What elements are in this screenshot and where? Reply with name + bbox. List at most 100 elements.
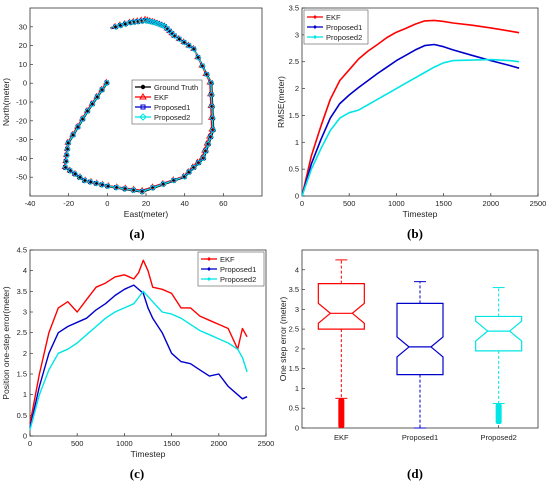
- marker-proposed2: [200, 154, 207, 162]
- legend-label: Proposed1: [220, 265, 256, 274]
- marker-proposed2: [126, 19, 134, 26]
- y-tick-label: 2.5: [289, 325, 299, 334]
- marker-proposed2: [65, 139, 72, 147]
- x-axis-label: Timestep: [403, 209, 438, 219]
- legend-label: Proposed1: [154, 103, 190, 112]
- y-tick-label: 0: [295, 424, 299, 433]
- x-tick-label: 1500: [163, 439, 180, 448]
- x-tick-label: 40: [180, 199, 188, 208]
- marker-proposed2: [161, 23, 169, 30]
- series-line-proposed2: [301, 58, 520, 197]
- marker-proposed2: [199, 62, 206, 70]
- x-tick-label: 0: [300, 199, 304, 208]
- marker-proposed2: [185, 42, 193, 49]
- legend-marker: [313, 35, 317, 39]
- marker-proposed2: [99, 181, 106, 188]
- panel-b: 0 500 1000 1500 2000 2500 0 0.5 1 1.5 2 2.5 3 3.5 Time…: [276, 4, 546, 220]
- panel-c: 0 500 1000 1500 2000 2500 0 0.5 1 1.5 2 2.5 3 3.5 4 4.5…: [1, 246, 274, 460]
- marker-proposed2: [185, 168, 193, 176]
- marker-proposed2: [89, 100, 96, 108]
- marker-proposed2: [208, 91, 215, 98]
- marker-proposed2: [130, 187, 137, 194]
- y-tick-label: 0: [295, 192, 299, 201]
- x-tick-label: 20: [142, 199, 150, 208]
- y-tick-label: -40: [16, 154, 27, 163]
- y-tick-label: 2: [23, 349, 27, 358]
- series-line-proposed2: [29, 290, 248, 430]
- marker-proposed2: [204, 140, 212, 148]
- legend-label: Proposed2: [154, 113, 190, 122]
- legend-marker: [139, 93, 147, 100]
- legend-label: Proposed2: [326, 33, 362, 42]
- caption-b: (b): [407, 226, 423, 241]
- marker-proposed2: [138, 188, 146, 195]
- legend-label: Proposed2: [220, 275, 256, 284]
- marker-proposed2: [152, 19, 159, 26]
- y-tick-label: 0.5: [289, 165, 299, 174]
- marker-proposed2: [149, 184, 156, 191]
- y-tick-label: -20: [16, 116, 27, 125]
- y-tick-label: 4.5: [17, 246, 27, 255]
- marker-proposed2: [202, 147, 209, 155]
- box-ekf: [317, 283, 365, 330]
- y-tick-label: 1: [23, 390, 27, 399]
- marker-proposed2: [149, 18, 157, 26]
- marker-proposed2: [94, 93, 101, 101]
- y-tick-label: 3: [23, 308, 27, 317]
- y-tick-label: 1.5: [289, 364, 299, 373]
- caption-d: (d): [407, 466, 423, 481]
- series-line-proposed1: [301, 43, 520, 197]
- y-tick-label: 10: [19, 60, 27, 69]
- x-tick-label: 1000: [388, 199, 405, 208]
- caption-c: (c): [130, 466, 144, 481]
- y-tick-label: 0: [23, 79, 27, 88]
- y-tick-label: 3: [295, 30, 299, 39]
- y-tick-label: -30: [16, 135, 27, 144]
- caption-a: (a): [129, 226, 144, 241]
- marker-proposed2: [98, 86, 106, 94]
- marker-proposed2: [79, 115, 86, 123]
- marker-proposed2: [170, 177, 177, 184]
- x-tick-label: 60: [219, 199, 227, 208]
- marker-proposed2: [64, 145, 71, 153]
- legend-label: Ground Truth: [154, 83, 198, 92]
- marker-proposed2: [207, 79, 215, 86]
- y-tick-label: 0: [23, 432, 27, 441]
- marker-proposed2: [190, 164, 197, 171]
- legend-marker: [313, 25, 317, 29]
- marker-proposed2: [69, 131, 77, 139]
- marker-proposed2: [93, 180, 100, 187]
- x-tick-label: -40: [25, 199, 36, 208]
- y-axis-label: RMSE(meter): [276, 76, 286, 128]
- legend-marker: [207, 257, 211, 261]
- x-tick-label: 1500: [435, 199, 452, 208]
- legend-marker: [207, 277, 211, 281]
- box-proposed2: [475, 315, 523, 352]
- y-tick-label: 4: [23, 266, 27, 275]
- legend-label: EKF: [154, 93, 169, 102]
- marker-proposed2: [72, 170, 79, 178]
- marker-proposed2: [103, 79, 111, 86]
- y-axis-label: One step error (meter): [278, 297, 288, 382]
- marker-proposed2: [67, 167, 74, 174]
- y-tick-label: -10: [16, 98, 27, 107]
- legend-label: EKF: [326, 13, 341, 22]
- y-axis-label: North(meter): [1, 78, 11, 126]
- y-tick-label: 2: [295, 84, 299, 93]
- x-tick-label: -20: [63, 199, 74, 208]
- x-axis-label: Timestep: [131, 449, 166, 459]
- y-tick-label: 1: [295, 384, 299, 393]
- marker-proposed2: [176, 35, 183, 43]
- x-tick-label: 2500: [258, 439, 275, 448]
- y-tick-label: 20: [19, 41, 27, 50]
- y-tick-label: -50: [16, 173, 27, 182]
- marker-proposed1: [139, 189, 145, 194]
- marker-proposed2: [134, 18, 142, 25]
- x-tick-label: 2500: [530, 199, 547, 208]
- x-tick-label: Proposed2: [481, 433, 517, 442]
- marker-proposed2: [130, 18, 138, 26]
- x-tick-label: 500: [343, 199, 356, 208]
- legend-marker: [313, 15, 317, 19]
- marker-proposed2: [122, 20, 129, 28]
